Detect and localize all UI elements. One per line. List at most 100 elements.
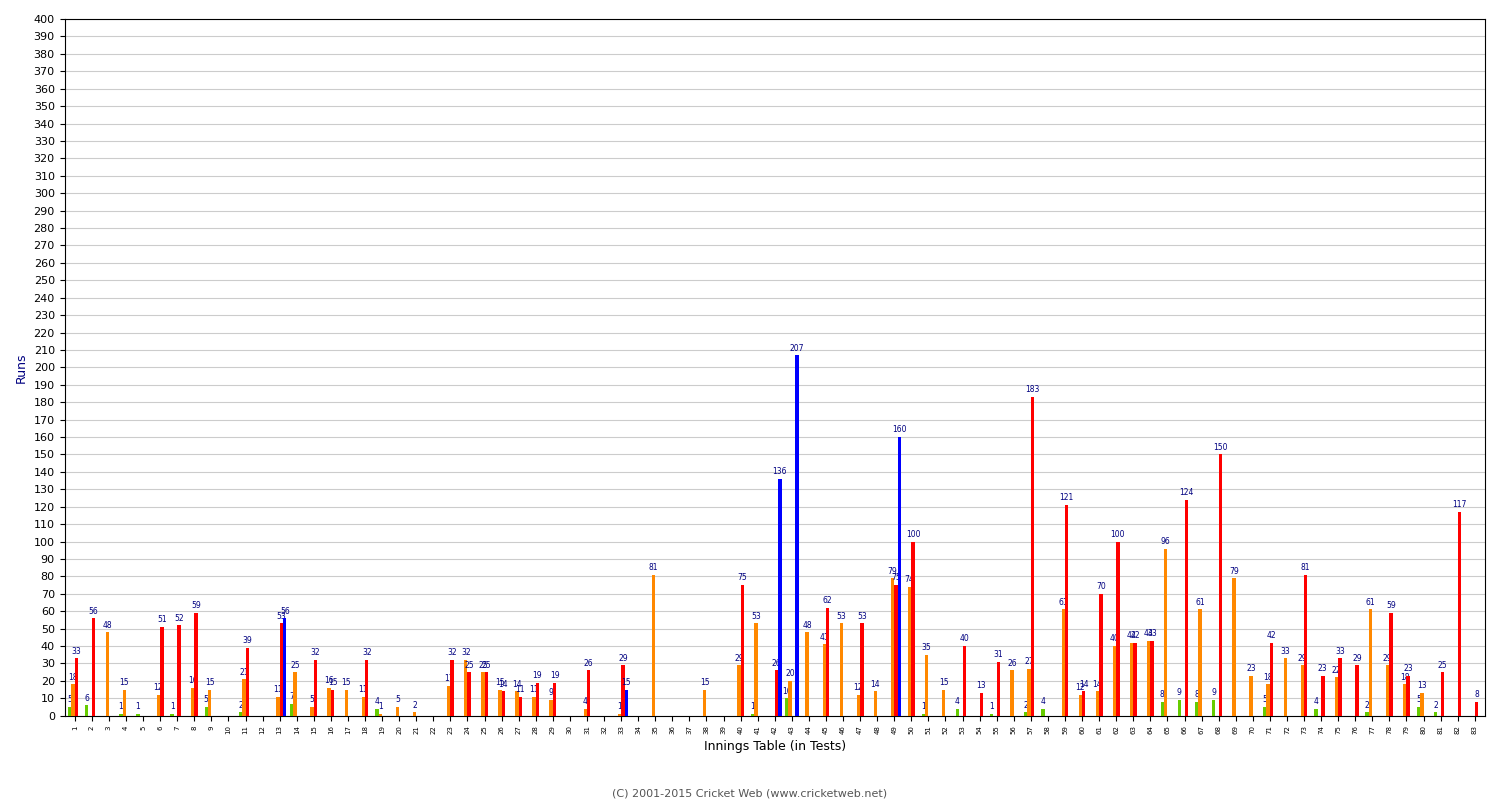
Text: 10: 10 bbox=[782, 686, 792, 696]
Bar bbox=[413, 712, 416, 716]
Text: 15: 15 bbox=[621, 678, 632, 687]
Bar bbox=[586, 670, 591, 716]
Bar bbox=[171, 714, 174, 716]
Text: 14: 14 bbox=[1092, 680, 1102, 689]
Text: 15: 15 bbox=[206, 678, 214, 687]
Text: 14: 14 bbox=[870, 680, 880, 689]
Text: 25: 25 bbox=[478, 661, 488, 670]
Bar bbox=[1458, 512, 1461, 716]
Bar bbox=[1212, 700, 1215, 716]
Text: 42: 42 bbox=[1130, 631, 1140, 640]
Bar bbox=[1082, 691, 1086, 716]
Bar bbox=[618, 714, 621, 716]
Bar bbox=[86, 706, 88, 716]
Text: 53: 53 bbox=[837, 612, 846, 621]
Text: 23: 23 bbox=[1246, 664, 1256, 673]
Text: 4: 4 bbox=[956, 697, 960, 706]
Bar bbox=[310, 707, 314, 716]
Text: 19: 19 bbox=[549, 671, 560, 680]
Text: 52: 52 bbox=[174, 614, 183, 622]
Text: 33: 33 bbox=[1281, 646, 1290, 656]
Text: 42: 42 bbox=[1268, 631, 1276, 640]
Bar bbox=[1250, 676, 1252, 716]
Bar bbox=[736, 666, 741, 716]
Bar bbox=[752, 714, 754, 716]
Bar bbox=[1270, 642, 1274, 716]
Text: 41: 41 bbox=[819, 633, 830, 642]
Text: 15: 15 bbox=[328, 678, 338, 687]
Bar bbox=[1402, 684, 1407, 716]
Bar bbox=[238, 712, 242, 716]
Text: 51: 51 bbox=[158, 615, 166, 624]
Text: 26: 26 bbox=[1008, 659, 1017, 668]
Text: 29: 29 bbox=[1352, 654, 1362, 662]
Bar bbox=[1062, 610, 1065, 716]
Text: 160: 160 bbox=[892, 426, 906, 434]
Text: 18: 18 bbox=[1400, 673, 1410, 682]
Bar bbox=[942, 690, 945, 716]
Bar bbox=[1095, 691, 1100, 716]
X-axis label: Innings Table (in Tests): Innings Table (in Tests) bbox=[704, 740, 846, 753]
Bar bbox=[840, 623, 843, 716]
Text: 4: 4 bbox=[375, 697, 380, 706]
Text: 136: 136 bbox=[772, 467, 788, 476]
Text: 1: 1 bbox=[921, 702, 926, 711]
Bar bbox=[789, 681, 792, 716]
Text: 40: 40 bbox=[960, 634, 969, 643]
Bar bbox=[332, 690, 334, 716]
Text: 18: 18 bbox=[1263, 673, 1274, 682]
Text: 13: 13 bbox=[1418, 682, 1426, 690]
Text: 8: 8 bbox=[1474, 690, 1479, 699]
Text: 15: 15 bbox=[120, 678, 129, 687]
Text: 9: 9 bbox=[1210, 689, 1216, 698]
Bar bbox=[482, 672, 484, 716]
Bar bbox=[776, 670, 778, 716]
Text: 25: 25 bbox=[1437, 661, 1448, 670]
Bar bbox=[1386, 666, 1389, 716]
Text: 43: 43 bbox=[1144, 630, 1154, 638]
Bar bbox=[1113, 646, 1116, 716]
Text: 56: 56 bbox=[88, 606, 99, 615]
Bar bbox=[204, 707, 209, 716]
Text: 33: 33 bbox=[1335, 646, 1346, 656]
Text: 2: 2 bbox=[1023, 701, 1028, 710]
Bar bbox=[741, 585, 744, 716]
Bar bbox=[926, 654, 928, 716]
Bar bbox=[1434, 712, 1437, 716]
Text: 81: 81 bbox=[1300, 563, 1311, 572]
Bar bbox=[1440, 672, 1444, 716]
Text: 59: 59 bbox=[190, 602, 201, 610]
Bar bbox=[1130, 642, 1134, 716]
Bar bbox=[624, 690, 628, 716]
Bar bbox=[1474, 702, 1478, 716]
Text: 61: 61 bbox=[1366, 598, 1376, 607]
Bar bbox=[156, 695, 160, 716]
Bar bbox=[276, 697, 279, 716]
Bar bbox=[704, 690, 706, 716]
Bar bbox=[584, 709, 586, 716]
Text: 48: 48 bbox=[102, 621, 112, 630]
Bar bbox=[990, 714, 993, 716]
Text: 4: 4 bbox=[584, 697, 588, 706]
Text: 7: 7 bbox=[290, 692, 294, 701]
Text: 1: 1 bbox=[170, 702, 174, 711]
Text: 12: 12 bbox=[1076, 683, 1084, 692]
Text: 16: 16 bbox=[324, 676, 334, 686]
Bar bbox=[1041, 709, 1044, 716]
Bar bbox=[1263, 707, 1266, 716]
Bar bbox=[554, 682, 556, 716]
Bar bbox=[1161, 702, 1164, 716]
Text: 15: 15 bbox=[700, 678, 709, 687]
Text: 4: 4 bbox=[1314, 697, 1318, 706]
Text: 75: 75 bbox=[738, 574, 747, 582]
Text: 17: 17 bbox=[444, 674, 453, 683]
Text: 61: 61 bbox=[1059, 598, 1068, 607]
Text: 23: 23 bbox=[1404, 664, 1413, 673]
Text: 21: 21 bbox=[238, 667, 249, 677]
Bar bbox=[1065, 505, 1068, 716]
Bar bbox=[72, 684, 75, 716]
Bar bbox=[195, 613, 198, 716]
Text: 32: 32 bbox=[447, 648, 458, 658]
Bar bbox=[378, 714, 382, 716]
Bar bbox=[921, 714, 926, 716]
